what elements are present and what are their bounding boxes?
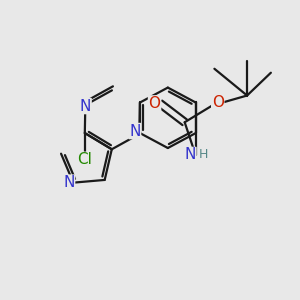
Text: Cl: Cl	[77, 152, 92, 167]
Text: O: O	[148, 96, 160, 111]
Text: N: N	[184, 148, 196, 163]
Text: O: O	[212, 95, 224, 110]
Text: N: N	[63, 175, 75, 190]
Text: H: H	[199, 148, 208, 161]
Text: N: N	[80, 98, 91, 113]
Text: N: N	[129, 124, 140, 139]
